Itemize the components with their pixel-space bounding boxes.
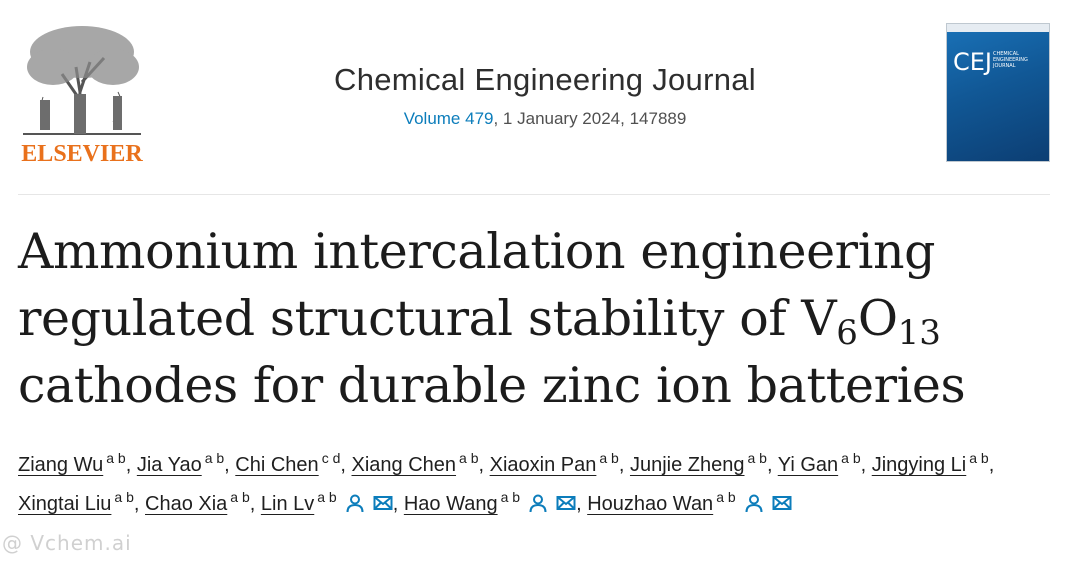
author-entry: Hao Wang a b [403,490,576,515]
author-name[interactable]: Yi Gan [777,454,839,476]
author-affiliation[interactable]: a b [599,450,619,466]
author-entry: Xiang Chen a b [351,451,479,476]
author-affiliation[interactable]: a b [716,489,736,505]
author-name[interactable]: Xiang Chen [351,454,457,476]
person-icon[interactable] [345,488,365,513]
author-affiliation[interactable]: a b [459,450,479,466]
author-name[interactable]: Ziang Wu [18,454,104,476]
watermark: @ Vchem.ai [2,531,132,555]
cover-name-line: JOURNAL [993,63,1016,69]
cover-logo: CEJ [953,48,992,76]
author-affiliation[interactable]: a b [106,450,126,466]
author-name[interactable]: Chi Chen [235,454,319,476]
elsevier-logo[interactable]: ELSEVIER [18,22,146,167]
author-affiliation[interactable]: a b [317,489,337,505]
author-separator: , [576,493,582,515]
author-entry: Xingtai Liu a b [18,490,134,515]
author-separator: , [340,454,346,476]
title-line-3: cathodes for durable zinc ion batteries [18,357,966,414]
author-affiliation[interactable]: a b [114,489,134,505]
author-name[interactable]: Xingtai Liu [18,493,112,515]
author-affiliation[interactable]: a b [500,489,521,505]
author-name[interactable]: Chao Xia [145,493,228,515]
author-name[interactable]: Lin Lv [260,493,315,515]
author-affiliation[interactable]: a b [969,450,989,466]
title-subscript-6: 6 [836,313,858,353]
cover-abbrev: CEJ [953,48,992,76]
title-line-1: Ammonium intercalation engineering [18,223,936,280]
author-entry: Chao Xia a b [145,490,250,515]
author-affiliation[interactable]: a b [841,450,861,466]
journal-cover-image[interactable]: CEJ CHEMICAL ENGINEERING JOURNAL [946,23,1050,162]
author-name[interactable]: Houzhao Wan [587,493,714,515]
journal-title[interactable]: Chemical Engineering Journal [334,62,756,97]
author-entry: Junjie Zheng a b [629,451,767,476]
author-separator: , [125,454,132,476]
envelope-icon[interactable] [772,488,792,510]
issue-details: , 1 January 2024, 147889 [493,109,687,128]
author-separator: , [618,454,625,476]
author-entry: Ziang Wu a b [18,451,126,476]
envelope-icon[interactable] [373,488,393,510]
author-entry: Jia Yao a b [136,451,224,476]
author-separator: , [224,454,230,476]
author-entry: Yi Gan a b [777,451,861,476]
author-affiliation[interactable]: a b [747,450,767,466]
header-divider [18,194,1050,195]
author-separator: , [860,454,867,476]
author-entry: Houzhao Wan a b [587,490,792,515]
title-oxygen: O [857,290,898,347]
author-entry: Xiaoxin Pan a b [489,451,619,476]
article-title: Ammonium intercalation engineering regul… [18,218,1048,419]
title-line-2: regulated structural stability of V [18,290,837,347]
journal-header: ELSEVIER Chemical Engineering Journal Vo… [0,0,1065,195]
author-separator: , [988,454,995,476]
volume-link[interactable]: Volume 479 [403,109,494,128]
author-affiliation[interactable]: a b [204,450,225,466]
cover-name-line: CHEMICAL [993,51,1019,57]
person-icon[interactable] [744,488,764,513]
journal-info: Chemical Engineering Journal Volume 479,… [200,60,890,130]
title-subscript-13: 13 [897,313,941,353]
cover-name-line: ENGINEERING [993,57,1028,63]
author-entry: Chi Chen c d [235,451,340,476]
cover-top-bar [947,24,1049,32]
author-list: Ziang Wu a b, Jia Yao a b, Chi Chen c d, Xi… [18,446,1058,524]
cover-journal-name: CHEMICAL ENGINEERING JOURNAL [993,51,1047,69]
author-name[interactable]: Jingying Li [871,454,967,476]
elsevier-wordmark: ELSEVIER [21,141,143,167]
author-separator: , [478,454,485,476]
author-name[interactable]: Junjie Zheng [629,454,745,476]
author-affiliation[interactable]: c d [321,450,341,466]
author-entry: Lin Lv a b [260,490,393,515]
envelope-icon[interactable] [556,488,576,510]
author-name[interactable]: Hao Wang [403,493,498,515]
author-affiliation[interactable]: a b [230,489,250,505]
author-separator: , [133,493,140,515]
person-icon[interactable] [528,488,548,513]
issue-line: Volume 479, 1 January 2024, 147889 [200,108,890,130]
elsevier-tree-icon [23,26,141,135]
author-separator: , [392,493,399,515]
author-name[interactable]: Jia Yao [136,454,202,476]
author-name[interactable]: Xiaoxin Pan [489,454,597,476]
author-separator: , [249,493,256,515]
author-entry: Jingying Li a b [871,451,989,476]
author-separator: , [766,454,773,476]
